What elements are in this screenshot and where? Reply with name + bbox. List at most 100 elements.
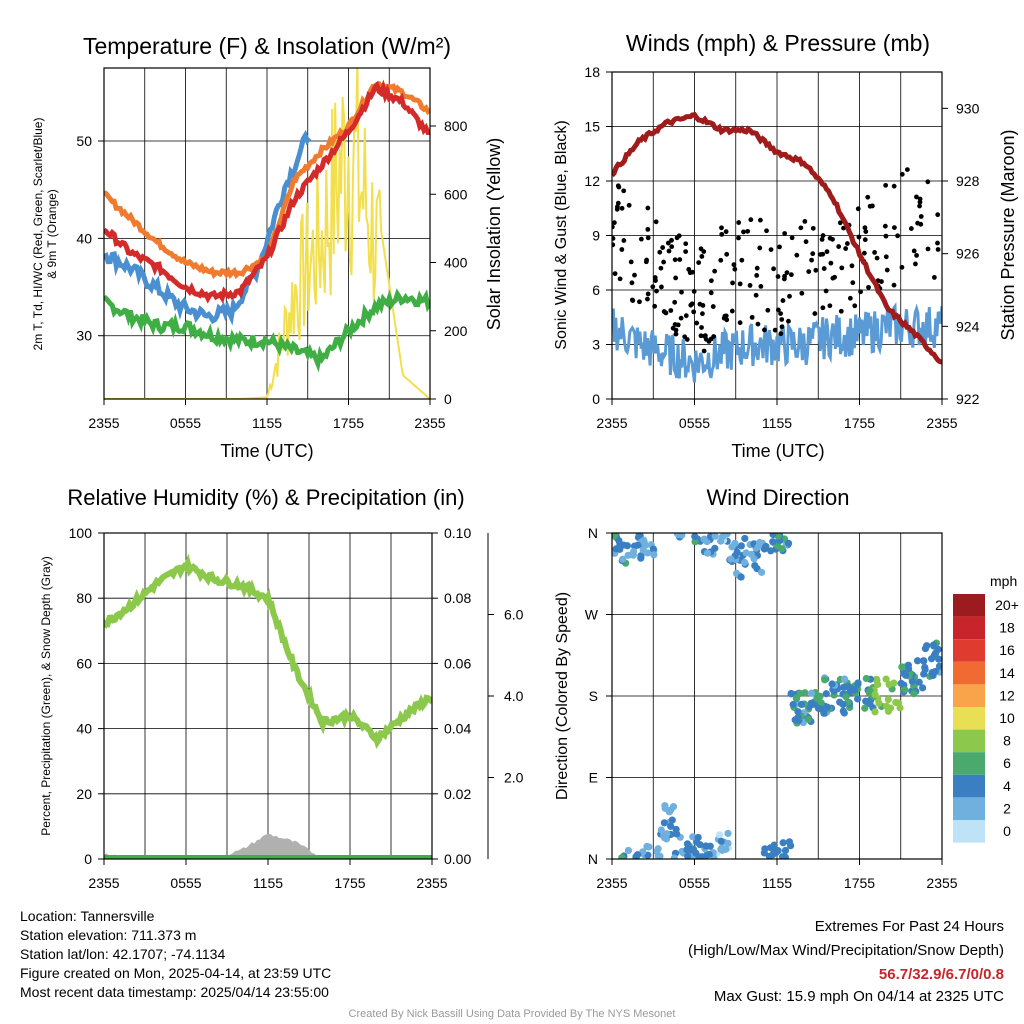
gust-point — [762, 327, 767, 333]
footer-recent: Most recent data timestamp: 2025/04/14 2… — [20, 984, 329, 1000]
direction-point — [619, 555, 627, 563]
gust-point — [660, 245, 666, 250]
direction-point — [632, 852, 640, 859]
direction-point — [854, 680, 862, 688]
y-right-tick-label: 922 — [956, 391, 980, 407]
gust-point — [612, 220, 617, 226]
direction-point — [794, 708, 802, 716]
gust-point — [754, 272, 760, 278]
gust-point — [914, 252, 919, 258]
gust-point — [615, 183, 621, 189]
gust-point — [931, 275, 937, 280]
gust-point — [899, 264, 905, 270]
direction-point — [816, 692, 824, 700]
direction-point — [784, 539, 793, 547]
gust-point — [688, 302, 694, 308]
direction-point — [700, 535, 708, 543]
gust-point — [882, 223, 888, 229]
colorbar-label: 2 — [1003, 800, 1011, 816]
gust-point — [866, 284, 871, 290]
y-tick-label: 30 — [76, 328, 92, 344]
gust-point — [736, 220, 742, 225]
direction-point — [927, 655, 936, 663]
gust-point — [723, 229, 729, 235]
direction-point — [915, 678, 923, 686]
gust-point — [806, 269, 812, 275]
precip-tick-label: 0.06 — [444, 655, 471, 671]
direction-point — [694, 833, 702, 842]
gust-point — [737, 281, 743, 287]
y-tick-label: 40 — [76, 721, 92, 737]
gust-point — [858, 289, 863, 295]
direction-point — [787, 689, 795, 698]
gust-point — [666, 248, 672, 254]
direction-point — [670, 854, 678, 859]
direction-point — [839, 707, 847, 715]
precip-tick-label: 0.08 — [444, 590, 471, 606]
gust-point — [749, 314, 755, 320]
gust-point — [619, 205, 625, 211]
direction-point — [645, 843, 653, 851]
y-tick-label: 20 — [76, 786, 92, 802]
gust-point — [654, 288, 659, 294]
gust-point — [661, 259, 667, 265]
direction-point — [910, 690, 918, 698]
gust-point — [782, 273, 787, 279]
direction-point — [640, 536, 648, 544]
y-right-tick-label: 600 — [444, 186, 468, 202]
direction-point — [703, 549, 712, 557]
direction-point — [935, 662, 942, 670]
x-tick-label: 1755 — [844, 875, 875, 891]
direction-point — [661, 804, 669, 812]
gust-point — [771, 266, 776, 272]
gust-point — [917, 203, 922, 209]
colorbar-label: 16 — [999, 642, 1015, 658]
gust-point — [686, 266, 692, 272]
gust-point — [701, 249, 707, 254]
gust-point — [700, 303, 706, 308]
snow-tick-label: 2.0 — [504, 770, 524, 786]
gust-point — [891, 282, 897, 288]
gust-point — [883, 233, 889, 239]
gust-point — [841, 225, 846, 231]
direction-point — [871, 708, 879, 716]
gust-point — [652, 303, 658, 309]
direction-point — [785, 838, 794, 846]
gust-point — [630, 298, 636, 303]
gust-point — [843, 246, 849, 251]
gust-point — [787, 293, 792, 299]
direction-point — [660, 831, 668, 839]
gust-point — [780, 298, 786, 303]
speed-colorbar: 20+ 18 16 14 12 10 8 6 4 2 0 — [953, 594, 1019, 843]
gust-point — [917, 199, 923, 205]
direction-point — [923, 642, 931, 650]
y-tick-label: 15 — [584, 119, 600, 135]
gust-point — [918, 214, 924, 219]
wind-ylabel-left: Sonic Wind & Gust (Blue, Black) — [553, 120, 570, 349]
temp-2m-line — [104, 79, 430, 304]
direction-point — [810, 700, 818, 708]
direction-point — [821, 676, 829, 684]
gust-point — [673, 331, 679, 337]
wind-chill-line — [104, 129, 312, 326]
gust-point — [862, 237, 868, 243]
gust-point — [650, 284, 656, 290]
sonic-wind-line — [612, 302, 942, 383]
y-right-tick-label: 200 — [444, 323, 468, 339]
gust-point — [718, 257, 724, 263]
gust-point — [778, 311, 784, 317]
y-right-tick-label: 0 — [444, 391, 452, 407]
gust-point — [678, 315, 684, 321]
gust-point — [830, 236, 835, 242]
direction-point — [850, 686, 859, 694]
x-tick-label: 2355 — [926, 415, 957, 431]
y-tick-label: 50 — [76, 133, 92, 149]
direction-point — [727, 555, 735, 563]
direction-point — [913, 657, 922, 665]
direction-point — [902, 671, 910, 679]
gust-point — [827, 303, 833, 309]
direction-point — [767, 844, 775, 852]
direction-point — [773, 542, 782, 550]
gust-point — [652, 275, 658, 280]
